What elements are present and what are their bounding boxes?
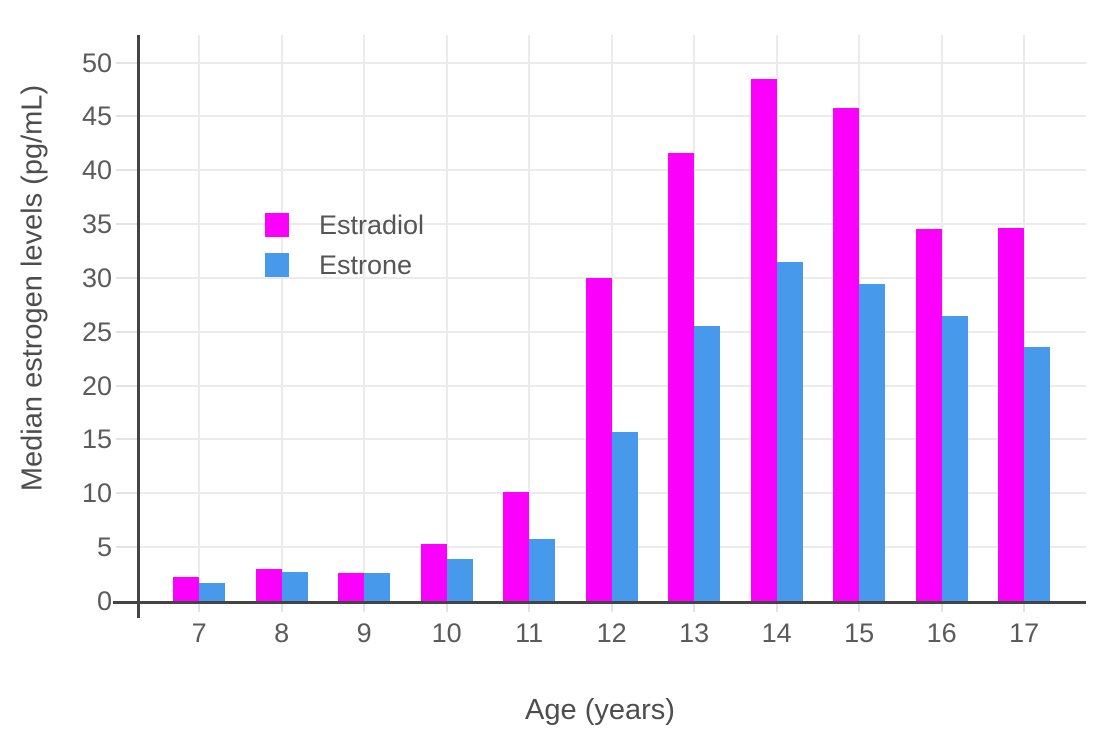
y-tick-label-20: 20 (81, 370, 112, 401)
x-tick-mark-9 (363, 604, 366, 612)
bar-estrone-age-10 (446, 558, 473, 601)
y-tick-mark-15 (116, 438, 137, 441)
y-axis-line (137, 35, 140, 618)
legend-label-estradiol: Estradiol (319, 209, 425, 240)
y-tick-mark-35 (116, 223, 137, 226)
x-tick-label-10: 10 (431, 618, 462, 648)
x-tick-mark-17 (1023, 604, 1026, 612)
gridline-x-11 (528, 35, 531, 601)
y-tick-label-15: 15 (81, 424, 112, 455)
x-axis-title: Age (years) (525, 694, 675, 726)
y-tick-mark-50 (116, 61, 137, 64)
bar-estrone-age-7 (199, 582, 226, 601)
gridline-x-10 (445, 35, 448, 601)
x-tick-mark-12 (610, 604, 613, 612)
y-tick-label-30: 30 (81, 262, 112, 293)
x-tick-label-13: 13 (679, 618, 710, 648)
gridline-x-8 (280, 35, 283, 601)
x-tick-label-7: 7 (191, 618, 207, 648)
estrone-swatch-icon (265, 253, 289, 277)
bar-estradiol-age-10 (420, 543, 447, 601)
y-tick-mark-40 (116, 169, 137, 172)
bar-estradiol-age-11 (503, 492, 530, 601)
x-tick-mark-10 (445, 604, 448, 612)
x-tick-mark-16 (940, 604, 943, 612)
bar-estradiol-age-12 (585, 277, 612, 601)
x-axis-line (113, 601, 1086, 604)
bar-estrone-age-13 (694, 326, 721, 601)
bar-estradiol-age-15 (833, 107, 860, 601)
x-tick-label-14: 14 (761, 618, 792, 648)
y-tick-mark-30 (116, 276, 137, 279)
legend-item-estrone[interactable]: Estrone (265, 250, 424, 280)
y-tick-mark-10 (116, 492, 137, 495)
bar-estradiol-age-7 (173, 577, 200, 601)
y-tick-mark-20 (116, 384, 137, 387)
y-tick-label-35: 35 (81, 209, 112, 240)
x-tick-label-11: 11 (515, 618, 544, 648)
bar-estradiol-age-14 (750, 78, 777, 601)
x-tick-mark-11 (528, 604, 531, 612)
gridline-x-13 (693, 35, 696, 601)
x-tick-label-16: 16 (926, 618, 957, 648)
bar-estrone-age-11 (529, 538, 556, 601)
gridline-x-12 (610, 35, 613, 601)
y-tick-label-5: 5 (96, 532, 112, 563)
bar-estradiol-age-9 (338, 572, 365, 601)
y-tick-label-45: 45 (81, 101, 112, 132)
bar-estrone-age-17 (1024, 346, 1051, 601)
x-tick-label-15: 15 (844, 618, 875, 648)
x-tick-mark-7 (198, 604, 201, 612)
bar-estrone-age-16 (941, 315, 968, 601)
bar-estrone-age-8 (281, 571, 308, 601)
y-axis-title: Median estrogen levels (pg/mL) (16, 84, 49, 492)
x-tick-label-12: 12 (596, 618, 627, 648)
y-tick-label-10: 10 (81, 478, 112, 509)
y-tick-mark-5 (116, 546, 137, 549)
gridline-x-7 (198, 35, 201, 601)
x-tick-label-9: 9 (356, 618, 372, 648)
y-tick-mark-45 (116, 115, 137, 118)
bar-estrone-age-9 (364, 572, 391, 601)
legend: Estradiol Estrone (265, 210, 424, 293)
y-tick-label-50: 50 (81, 47, 112, 78)
x-tick-mark-13 (693, 604, 696, 612)
x-tick-mark-14 (775, 604, 778, 612)
bar-estradiol-age-17 (998, 228, 1025, 601)
legend-label-estrone: Estrone (319, 249, 413, 280)
bar-estrone-age-14 (776, 261, 803, 601)
x-tick-label-17: 17 (1009, 618, 1040, 648)
x-tick-mark-15 (858, 604, 861, 612)
estradiol-swatch-icon (265, 213, 289, 237)
bar-estradiol-age-8 (255, 568, 282, 601)
bar-estrone-age-12 (611, 431, 638, 601)
x-tick-label-8: 8 (274, 618, 290, 648)
bar-estrone-age-15 (859, 284, 886, 601)
bar-estradiol-age-13 (668, 152, 695, 601)
y-tick-mark-25 (116, 330, 137, 333)
legend-item-estradiol[interactable]: Estradiol (265, 210, 424, 240)
gridline-x-17 (1023, 35, 1026, 601)
y-tick-label-40: 40 (81, 155, 112, 186)
bar-estradiol-age-16 (915, 229, 942, 601)
x-tick-mark-8 (280, 604, 283, 612)
gridline-x-9 (363, 35, 366, 601)
y-tick-label-0: 0 (96, 586, 112, 616)
y-tick-label-25: 25 (81, 316, 112, 347)
